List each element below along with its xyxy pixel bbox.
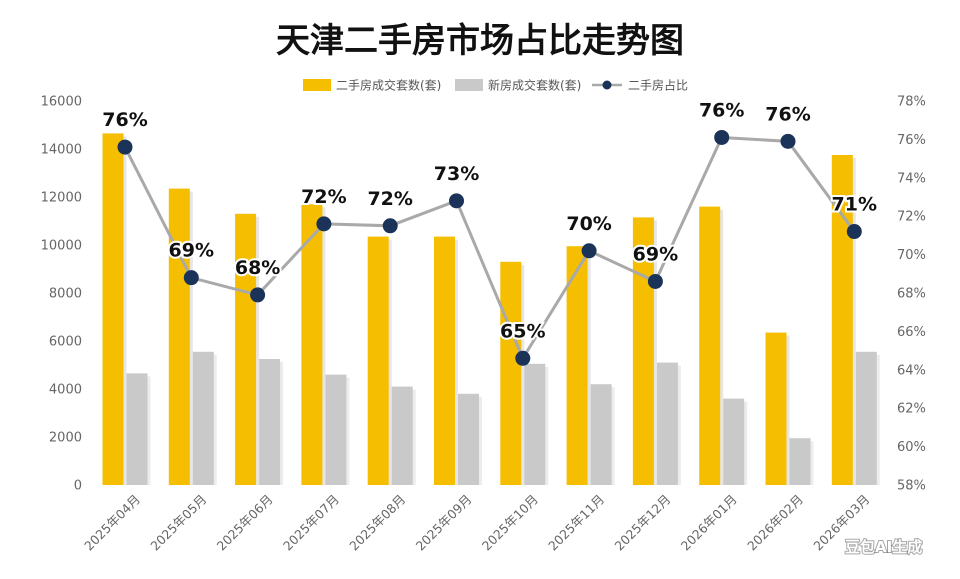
bar-newhouse xyxy=(192,351,214,485)
share-data-label: 72% xyxy=(301,186,346,208)
share-point xyxy=(780,133,796,149)
y-left-tick-label: 6000 xyxy=(49,335,82,350)
y-right-tick-label: 72% xyxy=(897,210,926,225)
y-right-tick-label: 78% xyxy=(897,95,926,110)
legend-swatch-newhouse xyxy=(455,79,483,91)
bar-secondhand xyxy=(434,236,455,485)
share-data-label: 76% xyxy=(699,99,744,121)
y-left-tick-label: 16000 xyxy=(41,95,82,110)
y-right-tick-label: 76% xyxy=(897,133,926,148)
bar-secondhand xyxy=(235,213,257,486)
share-point xyxy=(117,139,133,155)
bar-secondhand xyxy=(168,188,190,485)
x-tick-label: 2025年12月 xyxy=(611,492,673,554)
y-left-tick-label: 8000 xyxy=(49,287,82,302)
bar-secondhand xyxy=(102,133,124,485)
x-tick-label: 2026年02月 xyxy=(744,492,806,554)
share-point xyxy=(316,216,332,232)
legend-swatch-secondhand xyxy=(303,79,331,91)
bar-newhouse xyxy=(855,351,877,485)
share-point xyxy=(449,193,464,209)
share-data-label: 73% xyxy=(434,163,479,185)
share-data-label: 76% xyxy=(102,109,147,131)
legend-label-share: 二手房占比 xyxy=(628,78,688,93)
share-data-label: 65% xyxy=(500,320,545,342)
y-right-tick-label: 62% xyxy=(897,402,926,417)
share-point xyxy=(647,273,663,289)
y-left-tick-label: 4000 xyxy=(49,383,82,398)
x-tick-label: 2025年07月 xyxy=(280,492,342,554)
bar-newhouse xyxy=(126,373,148,485)
y-left-axis: 0 2000 4000 6000 8000 10000 12000 14000 16000 xyxy=(41,95,82,494)
share-point xyxy=(714,129,730,145)
x-tick-label: 2026年01月 xyxy=(678,492,740,554)
bar-newhouse xyxy=(458,393,479,485)
share-data-label: 71% xyxy=(832,194,877,216)
share-data-label: 76% xyxy=(765,103,810,125)
share-data-label: 72% xyxy=(367,188,412,210)
y-right-tick-label: 70% xyxy=(897,248,926,263)
bar-secondhand xyxy=(699,206,721,485)
share-point xyxy=(183,270,199,286)
share-data-label: 68% xyxy=(235,257,280,279)
bars xyxy=(102,133,880,486)
share-line xyxy=(123,135,856,360)
legend-label-newhouse: 新房成交套数(套) xyxy=(488,78,581,93)
legend-marker-share xyxy=(602,80,612,90)
x-tick-label: 2025年04月 xyxy=(81,492,143,554)
share-point xyxy=(250,287,266,303)
share-point xyxy=(581,243,597,259)
y-left-tick-label: 2000 xyxy=(49,431,82,446)
y-left-tick-label: 10000 xyxy=(41,239,82,254)
bar-secondhand xyxy=(566,246,588,485)
bar-secondhand xyxy=(500,261,522,485)
bar-newhouse xyxy=(259,359,281,485)
y-left-tick-label: 14000 xyxy=(41,143,82,158)
share-point xyxy=(515,350,531,366)
chart-title: 天津二手房市场占比走势图 xyxy=(276,21,684,61)
legend-label-secondhand: 二手房成交套数(套) xyxy=(336,78,441,93)
y-right-tick-label: 74% xyxy=(897,171,926,186)
bar-newhouse xyxy=(391,386,413,485)
bar-newhouse xyxy=(789,438,811,485)
y-left-tick-label: 12000 xyxy=(41,191,82,206)
legend: 二手房成交套数(套) 新房成交套数(套) 二手房占比 xyxy=(303,78,688,93)
y-right-tick-label: 60% xyxy=(897,440,926,455)
share-point xyxy=(846,224,862,240)
share-data-label: 69% xyxy=(633,243,678,265)
y-right-tick-label: 58% xyxy=(897,479,926,494)
bar-newhouse xyxy=(590,384,612,485)
bar-secondhand xyxy=(301,204,323,485)
x-tick-label: 2025年05月 xyxy=(147,492,209,554)
x-tick-label: 2025年10月 xyxy=(479,492,541,554)
bar-newhouse xyxy=(656,362,678,485)
share-data-label: 70% xyxy=(566,213,611,235)
bar-newhouse xyxy=(325,374,347,485)
watermark: 豆包AI生成 xyxy=(844,537,923,557)
watermark-text: 豆包AI生成 xyxy=(845,538,922,556)
x-tick-label: 2025年09月 xyxy=(413,492,475,554)
x-tick-label: 2025年11月 xyxy=(545,492,607,554)
share-point xyxy=(382,218,398,234)
bar-newhouse xyxy=(524,363,546,485)
x-axis: 2025年04月 2025年05月 2025年06月 2025年07月 2025年08月… xyxy=(81,492,872,554)
y-right-tick-label: 68% xyxy=(897,287,926,302)
share-line-series: 76% 69% 68% 72% 72% 73% 65% 70% 69% 76% 76% 71% xyxy=(100,97,879,366)
bar-newhouse xyxy=(723,398,745,485)
x-tick-label: 2025年08月 xyxy=(346,492,408,554)
y-right-tick-label: 66% xyxy=(897,325,926,340)
y-right-tick-label: 64% xyxy=(897,363,926,378)
bar-secondhand xyxy=(765,332,787,485)
share-data-label: 69% xyxy=(169,240,214,262)
bar-secondhand xyxy=(367,236,389,485)
y-right-axis: 58% 60% 62% 64% 66% 68% 70% 72% 74% 76% 78% xyxy=(897,95,926,494)
y-left-tick-label: 0 xyxy=(74,479,82,494)
bar-secondhand xyxy=(831,155,853,485)
x-tick-label: 2025年06月 xyxy=(214,492,276,554)
